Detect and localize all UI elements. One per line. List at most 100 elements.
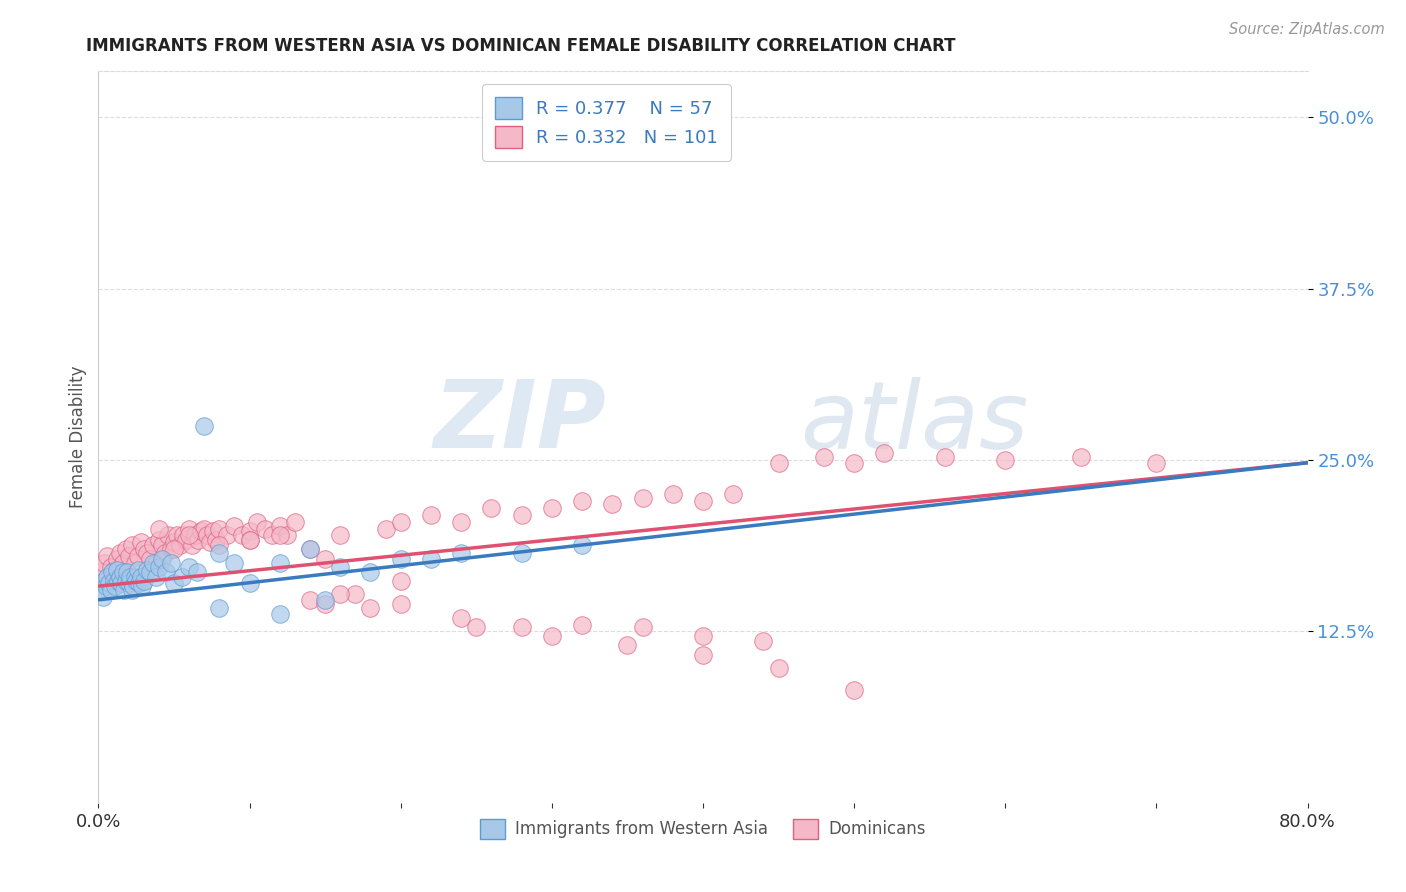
Point [813, 450, 835, 465]
Point [108, 569, 131, 583]
Point [1144, 456, 1167, 470]
Point [239, 533, 262, 547]
Point [118, 576, 141, 591]
Point [105, 563, 128, 577]
Point [190, 524, 212, 539]
Point [208, 522, 231, 536]
Point [540, 500, 562, 515]
Point [186, 566, 208, 580]
Point [124, 569, 146, 583]
Point [450, 546, 472, 560]
Point [661, 487, 683, 501]
Point [239, 533, 262, 547]
Point [768, 661, 790, 675]
Point [90, 583, 112, 598]
Point [96, 569, 118, 583]
Point [389, 551, 412, 566]
Point [179, 560, 201, 574]
Text: atlas: atlas [800, 377, 1028, 468]
Point [269, 607, 291, 621]
Point [631, 491, 654, 506]
Point [510, 546, 533, 560]
Point [114, 542, 136, 557]
Point [374, 522, 396, 536]
Point [93, 556, 115, 570]
Point [329, 587, 352, 601]
Point [231, 528, 253, 542]
Point [389, 597, 412, 611]
Point [96, 549, 118, 563]
Point [344, 587, 367, 601]
Point [360, 566, 382, 580]
Point [127, 563, 149, 577]
Point [142, 538, 165, 552]
Point [571, 538, 593, 552]
Point [314, 597, 336, 611]
Point [145, 556, 167, 570]
Text: ZIP: ZIP [433, 376, 606, 468]
Point [994, 453, 1017, 467]
Point [360, 601, 382, 615]
Point [692, 648, 714, 662]
Point [160, 542, 183, 557]
Point [187, 533, 209, 547]
Point [90, 566, 112, 580]
Text: IMMIGRANTS FROM WESTERN ASIA VS DOMINICAN FEMALE DISABILITY CORRELATION CHART: IMMIGRANTS FROM WESTERN ASIA VS DOMINICA… [86, 37, 956, 54]
Point [262, 528, 284, 542]
Point [239, 576, 262, 591]
Point [768, 456, 790, 470]
Point [239, 524, 262, 539]
Point [103, 563, 125, 577]
Point [481, 500, 503, 515]
Point [163, 576, 186, 591]
Point [135, 563, 157, 577]
Point [631, 620, 654, 634]
Legend: Immigrants from Western Asia, Dominicans: Immigrants from Western Asia, Dominicans [474, 812, 932, 846]
Point [115, 566, 138, 580]
Point [166, 528, 188, 542]
Point [142, 556, 165, 570]
Point [450, 610, 472, 624]
Point [163, 542, 186, 557]
Point [100, 560, 122, 574]
Point [127, 549, 149, 563]
Point [129, 569, 152, 583]
Point [1070, 450, 1092, 465]
Point [208, 538, 231, 552]
Point [139, 551, 162, 566]
Point [100, 583, 122, 598]
Point [132, 574, 155, 588]
Point [155, 566, 177, 580]
Point [299, 542, 322, 557]
Point [284, 515, 307, 529]
Point [269, 556, 291, 570]
Point [139, 566, 162, 580]
Point [184, 528, 207, 542]
Point [215, 528, 238, 542]
Point [195, 528, 218, 542]
Point [150, 551, 173, 566]
Point [120, 569, 142, 583]
Point [299, 542, 322, 557]
Point [181, 538, 204, 552]
Point [276, 528, 298, 542]
Point [934, 450, 956, 465]
Point [107, 574, 129, 588]
Point [224, 518, 246, 533]
Point [752, 634, 775, 648]
Point [420, 551, 443, 566]
Point [246, 515, 269, 529]
Point [692, 628, 714, 642]
Point [299, 592, 322, 607]
Point [125, 574, 148, 588]
Point [153, 546, 176, 560]
Point [150, 538, 173, 552]
Point [110, 576, 132, 591]
Point [329, 528, 352, 542]
Point [193, 522, 215, 536]
Point [169, 538, 191, 552]
Point [208, 601, 231, 615]
Point [170, 569, 193, 583]
Point [269, 518, 291, 533]
Point [314, 551, 336, 566]
